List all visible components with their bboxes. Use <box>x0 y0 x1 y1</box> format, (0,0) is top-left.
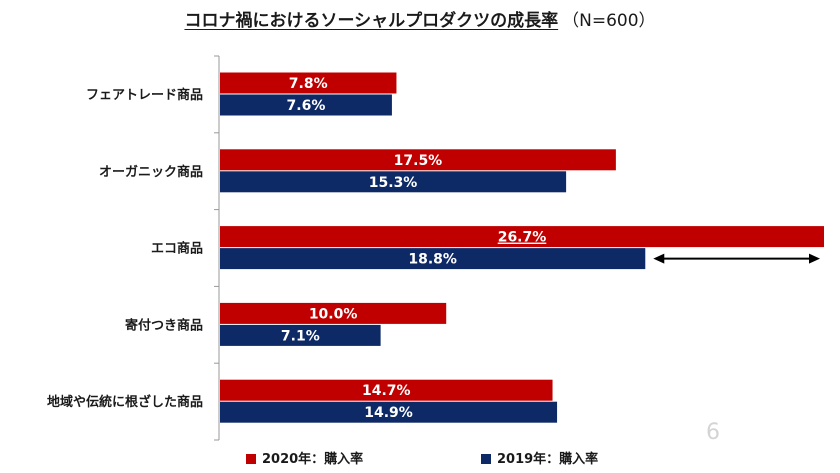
data-label-2019: 18.8% <box>408 252 457 268</box>
legend-swatch-2020 <box>246 454 256 464</box>
legend-label-2020: 2020年：購入率 <box>262 452 364 467</box>
category-label: オーガニック商品 <box>99 164 203 180</box>
bar-2019 <box>220 324 381 346</box>
bar-2019 <box>220 401 558 423</box>
legend-label-2019: 2019年：購入率 <box>497 452 599 467</box>
bar-2019 <box>220 171 567 193</box>
growth-arrowhead-right <box>809 253 820 264</box>
category-label: 地域や伝統に根ざした商品 <box>47 394 203 410</box>
bar-2020 <box>220 149 616 171</box>
legend-item-2020: 2020年：購入率 <box>246 448 363 467</box>
data-label-2020: 10.0% <box>309 306 358 322</box>
bar-2019 <box>220 94 392 116</box>
data-label-2020: 26.7% <box>498 230 547 246</box>
title-sample-size: （N=600） <box>562 11 656 31</box>
category-label: エコ商品 <box>151 241 203 257</box>
chart-title: コロナ禍におけるソーシャルプロダクツの成長率 （N=600） <box>0 6 840 31</box>
bar-2020 <box>220 226 824 248</box>
title-text: コロナ禍におけるソーシャルプロダクツの成長率 <box>184 11 559 31</box>
category-label: 寄付つき商品 <box>125 317 203 333</box>
legend-swatch-2019 <box>481 454 491 464</box>
page-number: 6 <box>706 420 720 445</box>
bar-2019 <box>220 248 646 270</box>
data-label-2019: 15.3% <box>369 175 418 191</box>
category-label: フェアトレード商品 <box>86 87 203 103</box>
data-label-2019: 7.1% <box>281 328 320 344</box>
bar-2020 <box>220 302 447 324</box>
data-label-2020: 17.5% <box>394 153 443 169</box>
bar-2020 <box>220 72 397 94</box>
data-label-2020: 14.7% <box>362 383 411 399</box>
bar-2020 <box>220 379 553 401</box>
data-label-2019: 7.6% <box>287 98 326 114</box>
growth-arrowhead-left <box>653 253 665 264</box>
data-label-2020: 7.8% <box>289 76 328 92</box>
legend-item-2019: 2019年：購入率 <box>481 448 598 467</box>
data-label-2019: 14.9% <box>364 405 413 421</box>
